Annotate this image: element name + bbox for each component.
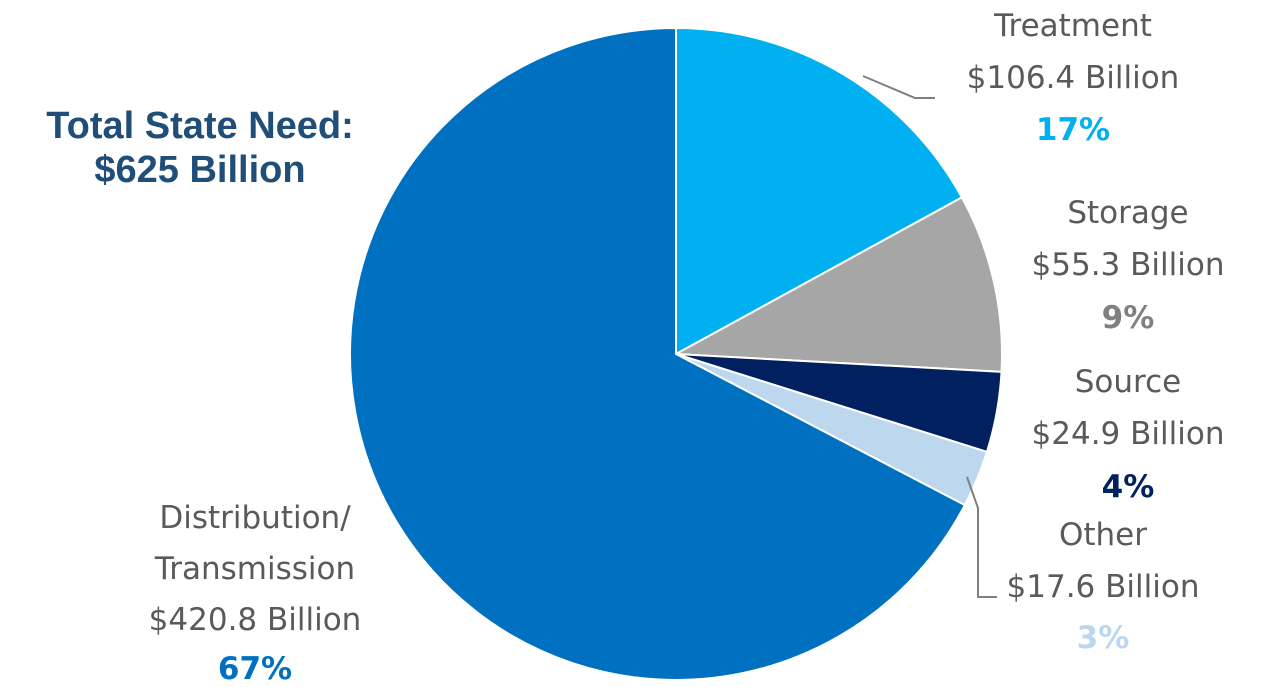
- source-percent-label: 4%: [1102, 469, 1155, 505]
- pie-slice-treatment: [675, 26, 964, 356]
- treatment-leader-line: [862, 75, 935, 99]
- chart-title: Total State Need:: [46, 105, 354, 147]
- chart-subtitle: $625 Billion: [94, 149, 305, 191]
- treatment-name-label: Treatment: [993, 8, 1152, 44]
- distribution-percent-label: 67%: [218, 651, 292, 687]
- source-name-label: Source: [1075, 364, 1181, 400]
- pie-slice-distribution: [349, 26, 967, 681]
- distribution-name-label-line-1: Distribution/: [159, 500, 351, 536]
- treatment-value-label: $106.4 Billion: [967, 60, 1180, 96]
- source-value-label: $24.9 Billion: [1032, 416, 1225, 452]
- storage-name-label: Storage: [1067, 195, 1188, 231]
- pie-slices: [349, 26, 1003, 681]
- storage-percent-label: 9%: [1102, 300, 1155, 336]
- other-value-label: $17.6 Billion: [1007, 569, 1200, 605]
- storage-value-label: $55.3 Billion: [1032, 247, 1225, 283]
- other-leader-line: [966, 476, 997, 598]
- distribution-value-label: $420.8 Billion: [149, 602, 362, 638]
- distribution-name-label-line-2: Transmission: [154, 551, 355, 587]
- other-name-label: Other: [1059, 517, 1147, 553]
- treatment-percent-label: 17%: [1036, 112, 1110, 148]
- pie-slice-storage: [672, 196, 1003, 373]
- other-percent-label: 3%: [1077, 620, 1130, 656]
